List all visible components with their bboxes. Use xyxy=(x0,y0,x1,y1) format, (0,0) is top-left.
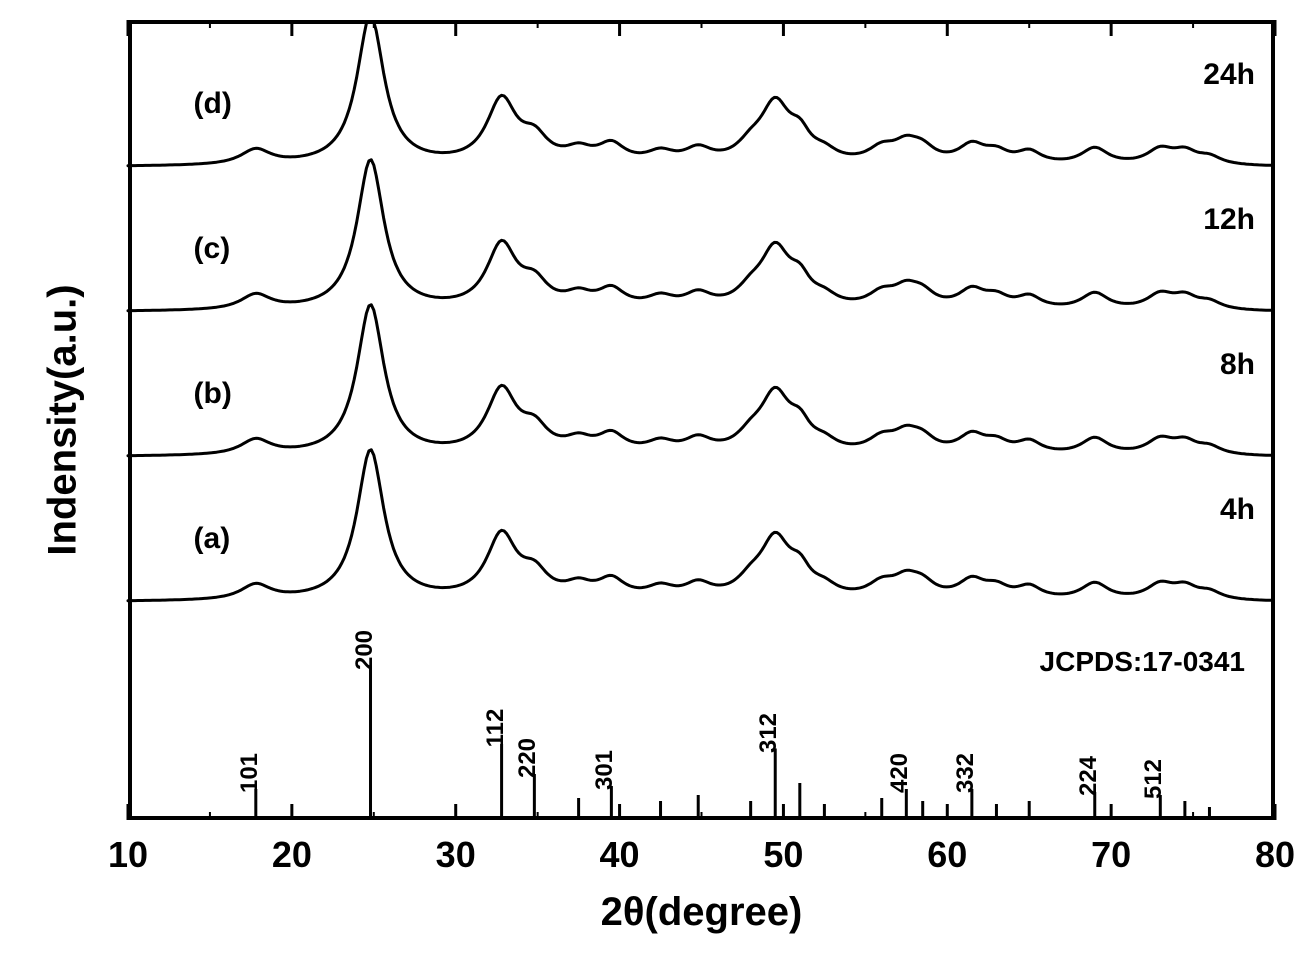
x-tick-label: 40 xyxy=(600,834,640,876)
trace-right-label: 8h xyxy=(1220,348,1255,382)
hkl-label: 200 xyxy=(351,630,379,670)
x-tick-label: 30 xyxy=(436,834,476,876)
hkl-label: 112 xyxy=(482,709,510,748)
hkl-label: 224 xyxy=(1075,756,1103,796)
x-tick-label: 20 xyxy=(272,834,312,876)
x-tick-label: 70 xyxy=(1091,834,1131,876)
trace-left-label: (b) xyxy=(194,377,232,411)
xrd-figure: Indensity(a.u.) 2θ(degree) JCPDS:17-0341… xyxy=(0,0,1310,961)
hkl-label: 420 xyxy=(886,753,914,793)
x-tick-label: 60 xyxy=(927,834,967,876)
x-tick-label: 80 xyxy=(1255,834,1295,876)
trace-left-label: (a) xyxy=(194,522,231,556)
hkl-label: 512 xyxy=(1140,759,1168,799)
trace-right-label: 24h xyxy=(1203,58,1255,92)
chart-canvas xyxy=(0,0,1310,961)
hkl-label: 301 xyxy=(591,750,619,790)
x-tick-label: 50 xyxy=(763,834,803,876)
hkl-label: 332 xyxy=(952,753,980,793)
hkl-label: 101 xyxy=(236,753,264,793)
trace-left-label: (c) xyxy=(194,232,231,266)
hkl-label: 220 xyxy=(514,738,542,778)
trace-right-label: 12h xyxy=(1203,203,1255,237)
trace-left-label: (d) xyxy=(194,87,232,121)
hkl-label: 312 xyxy=(755,712,783,752)
x-tick-label: 10 xyxy=(108,834,148,876)
trace-right-label: 4h xyxy=(1220,493,1255,527)
